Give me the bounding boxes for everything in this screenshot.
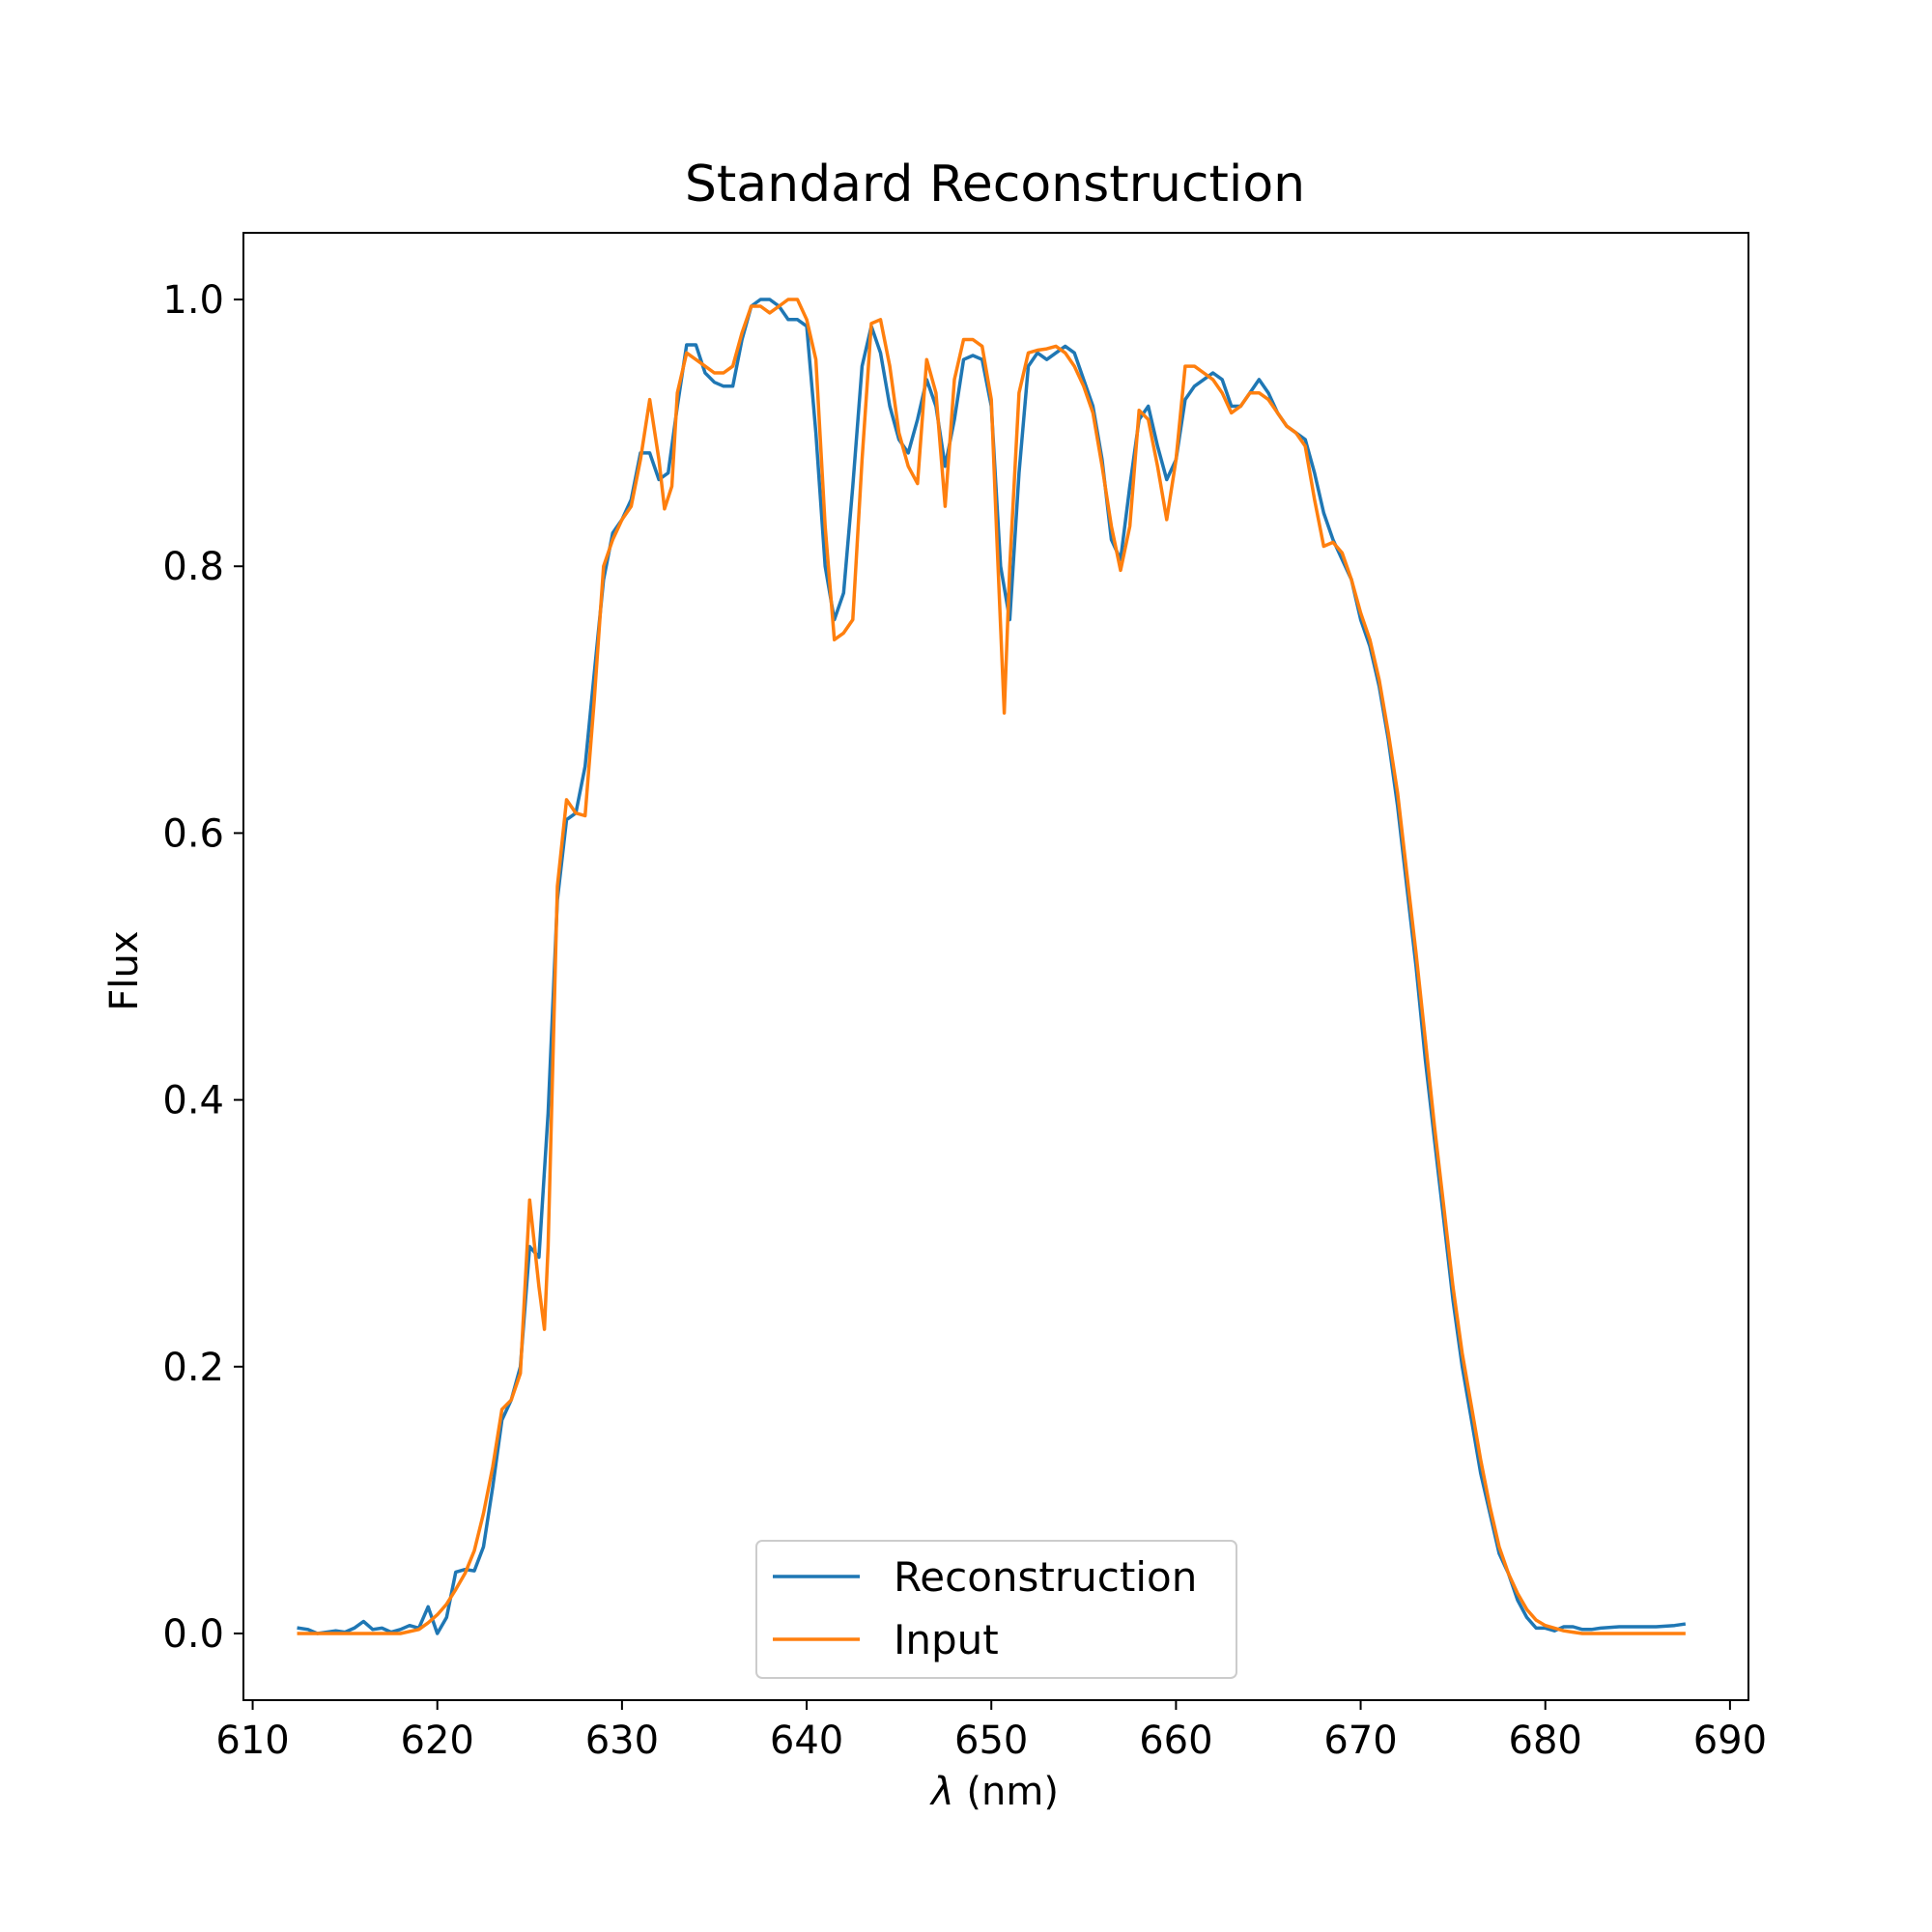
series-line-input <box>297 298 1686 1635</box>
x-tick-label: 620 <box>401 1719 474 1763</box>
x-tick-label: 690 <box>1693 1719 1767 1763</box>
y-tick-label: 0.8 <box>162 545 224 589</box>
x-tick-label: 650 <box>954 1719 1028 1763</box>
legend: Reconstruction Input <box>755 1540 1237 1679</box>
chart-title: Standard Reconstruction <box>685 156 1305 213</box>
y-tick-label: 0.4 <box>162 1079 224 1123</box>
y-tick-label: 0.6 <box>162 811 224 856</box>
y-tick-label: 1.0 <box>162 278 224 323</box>
legend-box <box>755 1540 1237 1679</box>
x-tick-label: 660 <box>1139 1719 1212 1763</box>
legend-label-reconstruction: Reconstruction <box>894 1553 1197 1601</box>
x-tick-label: 640 <box>770 1719 843 1763</box>
y-tick-label: 0.2 <box>162 1346 224 1390</box>
x-axis-label-symbol: λ <box>929 1770 954 1814</box>
legend-label-input: Input <box>894 1616 999 1663</box>
x-tick-label: 670 <box>1323 1719 1397 1763</box>
series-layer <box>297 298 1687 1635</box>
x-axis-label: λ (nm) <box>929 1770 1059 1814</box>
y-axis-ticks: 0.0 0.2 0.4 0.6 0.8 1.0 <box>162 278 243 1657</box>
x-axis-ticks: 610 620 630 640 650 660 670 680 690 <box>215 1700 1767 1763</box>
x-axis-label-unit: (nm) <box>954 1770 1059 1814</box>
x-tick-label: 680 <box>1509 1719 1582 1763</box>
y-axis-label: Flux <box>102 930 147 1010</box>
plot-frame <box>242 232 1749 1701</box>
x-tick-label: 610 <box>215 1719 289 1763</box>
x-tick-label: 630 <box>585 1719 659 1763</box>
y-tick-label: 0.0 <box>162 1612 224 1657</box>
